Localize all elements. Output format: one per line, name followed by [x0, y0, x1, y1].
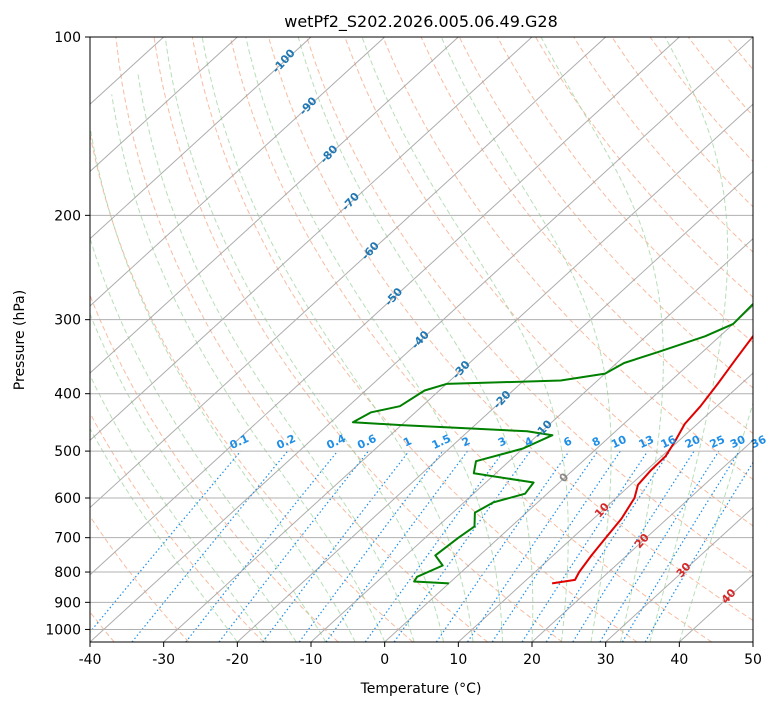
isotherm-line — [310, 237, 753, 642]
moist-adiabat-line — [90, 427, 238, 642]
y-tick-label: 500 — [54, 444, 81, 460]
moist-adiabat-line — [540, 37, 664, 642]
mixing-ratio-line — [572, 450, 695, 642]
mixing-ratio-line — [185, 450, 339, 642]
moist-adiabat-line — [245, 37, 503, 642]
moist-adiabat-line — [111, 94, 386, 642]
mixing-ratio-label: 25 — [708, 433, 727, 451]
x-tick-label: -20 — [226, 652, 249, 668]
y-tick-label: 200 — [54, 208, 81, 224]
x-tick-label: 50 — [744, 652, 762, 668]
chart-title: wetPf2_S202.2026.005.06.49.G28 — [284, 12, 558, 32]
plot-frame — [89, 36, 754, 643]
isotherm-line — [384, 305, 753, 642]
isotherm-line — [90, 37, 607, 509]
mixing-ratio-line — [393, 450, 531, 642]
isotherm-line — [605, 506, 753, 642]
x-tick-label: -10 — [300, 652, 323, 668]
isotherm-line — [163, 103, 753, 642]
x-tick-label: -40 — [79, 652, 102, 668]
moist-adiabat-line — [649, 37, 729, 642]
mixing-ratio-label: 10 — [609, 433, 629, 451]
y-tick-label: 600 — [54, 491, 81, 507]
mixing-ratio-line — [545, 450, 671, 642]
y-tick-label: 400 — [54, 387, 81, 403]
mixing-ratio-label: 30 — [728, 433, 748, 451]
dry-adiabat-line — [115, 37, 488, 642]
moist-adiabat-line — [90, 312, 297, 642]
mixing-ratio-line — [298, 450, 444, 642]
moist-adiabat-line — [90, 236, 327, 642]
y-tick-label: 800 — [54, 565, 81, 581]
moist-adiabat-line — [678, 401, 753, 642]
y-tick-label: 700 — [54, 531, 81, 547]
mixing-ratio-label: 16 — [659, 433, 679, 451]
moist-adiabat-line — [297, 37, 534, 642]
dry-adiabat-line — [496, 37, 753, 344]
moist-adiabat-line — [137, 72, 415, 642]
isotherm-line — [531, 439, 753, 642]
mixing-ratio-line — [364, 450, 505, 642]
dry-adiabat-line — [268, 37, 753, 622]
moist-adiabat-line — [361, 37, 569, 642]
dry-adiabat-line — [153, 37, 563, 642]
dry-adiabat-line — [420, 37, 753, 435]
temperature-line — [551, 334, 753, 585]
y-tick-label: 100 — [54, 30, 81, 46]
dewpoint-line — [351, 302, 753, 585]
moist-adiabat-line — [90, 374, 268, 642]
y-tick-label: 1000 — [45, 622, 81, 638]
mixing-ratio-line — [435, 450, 570, 642]
x-tick-label: -30 — [152, 652, 175, 668]
dry-adiabat-line — [90, 412, 264, 642]
mixing-ratio-label: 36 — [749, 433, 769, 451]
mixing-ratio-line — [325, 450, 468, 642]
mixing-ratio-line — [262, 450, 410, 642]
mixing-ratio-line — [131, 450, 289, 642]
pressure-gridlines — [90, 37, 753, 630]
y-axis-title: Pressure (hPa) — [12, 290, 28, 390]
dry-adiabat-line — [765, 37, 775, 642]
moist-adiabat-line — [164, 37, 445, 642]
moist-adiabat-line — [90, 124, 356, 642]
x-tick-label: 0 — [380, 652, 389, 668]
mixing-ratio-line — [491, 450, 621, 642]
dry-adiabat-line — [382, 37, 753, 481]
mixing-ratio-label: 20 — [683, 433, 703, 451]
isotherm-line — [90, 37, 459, 374]
y-tick-label: 300 — [54, 313, 81, 329]
isotherm-line — [90, 37, 386, 307]
background-lines — [90, 37, 775, 642]
isotherm-line — [752, 641, 753, 642]
y-tick-label: 900 — [54, 595, 81, 611]
dry-adiabat-line — [191, 37, 638, 642]
dry-adiabat-line — [535, 37, 753, 298]
isotherm-line — [90, 37, 312, 240]
x-tick-label: 10 — [449, 652, 467, 668]
mixing-ratio-line — [90, 450, 242, 633]
isotherm-line — [457, 372, 753, 642]
data-series — [351, 302, 753, 585]
x-axis-title: Temperature (°C) — [360, 681, 482, 697]
mixing-ratio-line — [621, 450, 740, 642]
isotherm-line — [90, 37, 753, 642]
moist-adiabat-line — [440, 37, 612, 642]
isotherm-line — [90, 37, 533, 442]
isotherm-line — [90, 37, 238, 173]
isotherm-line — [236, 170, 753, 642]
mixing-ratio-label: 13 — [637, 433, 656, 451]
x-tick-label: 30 — [597, 652, 615, 668]
axis-ticks: -40 -30 -20 -10 0 10 20 30 40 50 100 200 300 400 500 60… — [45, 30, 762, 668]
mixing-ratio-line — [466, 450, 599, 642]
mixing-ratio-line — [521, 450, 649, 642]
moist-adiabat-line — [201, 37, 474, 642]
isotherm-line — [90, 37, 680, 576]
x-tick-label: 40 — [670, 652, 688, 668]
x-tick-label: 20 — [523, 652, 541, 668]
